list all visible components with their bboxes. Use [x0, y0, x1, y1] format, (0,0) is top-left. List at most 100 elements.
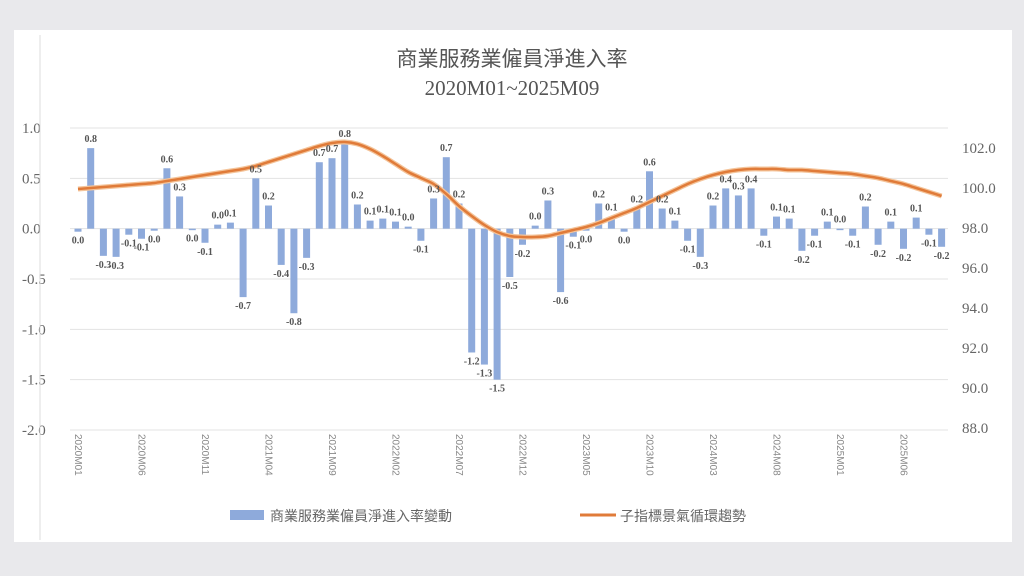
- bar-label: 0.1: [885, 208, 898, 219]
- bar: [773, 216, 780, 229]
- x-tick-label: 2022M02: [390, 434, 401, 476]
- bar: [671, 220, 679, 229]
- bar: [557, 228, 565, 293]
- left-tick-label: -2.0: [22, 423, 46, 439]
- bar-label: -0.1: [845, 240, 861, 251]
- bar: [265, 205, 272, 229]
- bar: [722, 188, 730, 229]
- bar-label: -0.8: [286, 317, 302, 328]
- bar: [925, 228, 933, 235]
- bar: [99, 228, 107, 256]
- bar-label: -0.6: [553, 296, 569, 307]
- bar-label: 0.6: [161, 154, 174, 165]
- bar-label: -0.3: [692, 261, 708, 272]
- bar-label: -0.5: [502, 281, 518, 292]
- bar-label: 0.0: [580, 235, 593, 246]
- bar: [112, 228, 120, 257]
- bar-label: 0.1: [770, 203, 783, 214]
- bar: [303, 228, 311, 258]
- left-tick-label: 0.5: [22, 171, 41, 187]
- bar: [861, 206, 869, 229]
- bar-label: 0.0: [186, 234, 199, 245]
- bar: [747, 188, 755, 229]
- bar-label: 0.2: [262, 192, 275, 203]
- bar-label: -0.2: [896, 253, 912, 264]
- bar: [392, 221, 399, 229]
- x-tick-label: 2020M06: [136, 434, 147, 476]
- right-tick-label: 102.0: [962, 141, 996, 157]
- bar-label: -0.1: [807, 240, 823, 251]
- right-tick-label: 100.0: [962, 181, 996, 197]
- bar-label: 0.3: [542, 186, 555, 197]
- x-tick-label: 2024M03: [707, 434, 718, 476]
- x-tick-label: 2025M06: [898, 434, 909, 476]
- bar: [277, 228, 285, 265]
- bar-label: -0.7: [235, 301, 251, 312]
- bar: [874, 228, 882, 245]
- bar: [633, 208, 641, 229]
- bar: [506, 228, 514, 277]
- bar: [569, 228, 577, 237]
- bar: [341, 143, 349, 229]
- bar-label: 0.1: [669, 207, 682, 218]
- bar: [938, 228, 946, 247]
- bar: [811, 228, 819, 236]
- bar: [493, 228, 501, 380]
- bar-label: 0.7: [326, 144, 339, 155]
- bar-label: -0.2: [794, 255, 810, 266]
- right-tick-label: 90.0: [962, 381, 988, 397]
- bar: [595, 203, 603, 229]
- bar: [734, 195, 742, 229]
- bar-label: -1.5: [489, 384, 505, 395]
- bar: [620, 228, 628, 232]
- left-tick-label: 1.0: [22, 121, 41, 137]
- bar: [290, 228, 298, 314]
- x-tick-label: 2021M04: [263, 434, 274, 476]
- bar-label: -0.1: [565, 241, 581, 252]
- right-tick-label: 96.0: [962, 261, 988, 277]
- right-tick-label: 92.0: [962, 341, 988, 357]
- bar-label: 0.3: [427, 184, 440, 195]
- chart-card: [14, 30, 1012, 542]
- bar-label: 0.5: [250, 164, 263, 175]
- bar: [531, 225, 539, 229]
- bar: [455, 203, 463, 229]
- left-tick-label: -0.5: [22, 272, 46, 288]
- bar-label: -1.3: [476, 369, 492, 380]
- x-tick-label: 2020M11: [199, 434, 210, 475]
- x-tick-label: 2021M09: [326, 434, 337, 476]
- bar: [417, 228, 425, 241]
- bar: [226, 222, 234, 229]
- trend-line: [77, 140, 942, 239]
- bar: [404, 226, 412, 229]
- bar: [760, 228, 768, 236]
- bar: [709, 205, 717, 229]
- left-tick-label: -1.5: [22, 373, 46, 389]
- x-tick-label: 2023M05: [580, 434, 591, 476]
- bar-label: 0.1: [605, 203, 618, 214]
- bar-label: 0.1: [783, 205, 796, 216]
- bar: [150, 228, 158, 231]
- bar-label: -0.2: [934, 251, 950, 262]
- bar-label: 0.1: [821, 208, 834, 219]
- bar: [214, 224, 222, 229]
- bar-label: 0.8: [84, 134, 97, 145]
- bar: [785, 218, 793, 229]
- bar: [544, 200, 552, 229]
- bar: [328, 158, 336, 229]
- bar-label: 0.1: [224, 209, 237, 220]
- right-tick-label: 88.0: [962, 421, 988, 437]
- bar: [188, 228, 196, 231]
- bar-label: -0.1: [921, 239, 937, 250]
- bar-label: -0.1: [413, 245, 429, 256]
- x-tick-label: 2024M08: [771, 434, 782, 476]
- bar-label: 0.2: [592, 190, 605, 201]
- bar-label: 0.0: [72, 236, 85, 247]
- bar-label: -0.2: [870, 249, 886, 260]
- bar: [849, 228, 857, 236]
- x-tick-label: 2025M01: [834, 434, 845, 476]
- bar-label: 0.2: [707, 192, 720, 203]
- x-tick-label: 2022M12: [517, 434, 528, 476]
- bar: [125, 228, 133, 235]
